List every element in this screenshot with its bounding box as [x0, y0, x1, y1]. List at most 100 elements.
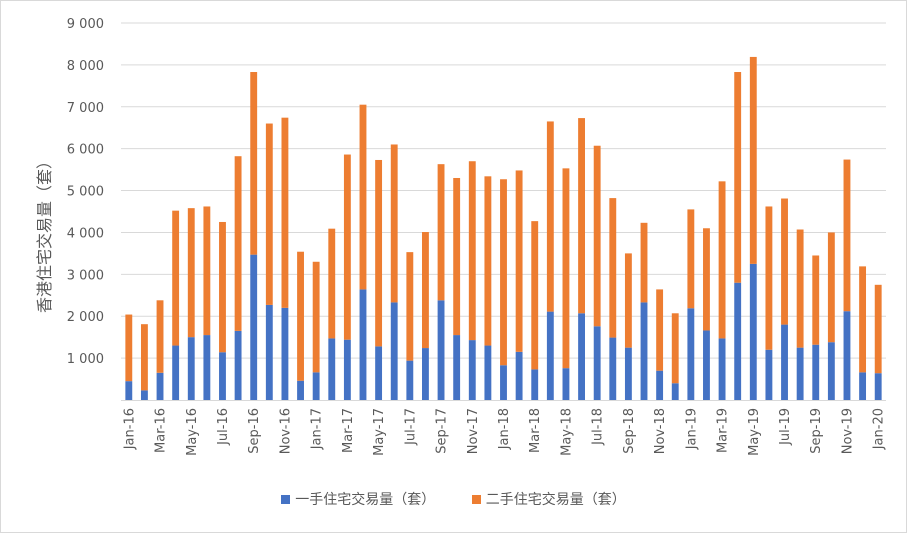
bar-first-hand — [406, 360, 414, 400]
bar-second-hand — [140, 324, 148, 391]
bar-second-hand — [234, 156, 242, 331]
bar-second-hand — [422, 232, 429, 349]
x-tick-label: Mar-16 — [154, 408, 169, 453]
bar-first-hand — [468, 340, 476, 400]
x-tick-label: May-19 — [747, 408, 762, 456]
bar-second-hand — [734, 72, 742, 283]
x-tick-label: Sep-19 — [809, 408, 824, 454]
bar-first-hand — [796, 347, 804, 400]
legend-swatch-second-hand — [471, 494, 481, 504]
x-tick-label: May-16 — [185, 408, 200, 456]
x-tick-label: Jul-17 — [403, 408, 418, 446]
x-tick-label: Sep-18 — [622, 408, 637, 454]
bar-second-hand — [624, 253, 632, 348]
legend: 一手住宅交易量（套） 二手住宅交易量（套） — [0, 489, 907, 509]
bar-first-hand — [859, 372, 867, 400]
x-tick-label: Jan-20 — [872, 408, 887, 450]
bar-first-hand — [484, 345, 492, 400]
bar-second-hand — [359, 104, 367, 290]
bar-second-hand — [250, 72, 258, 255]
y-tick-label: 8 000 — [67, 59, 104, 74]
x-tick-label: Nov-18 — [653, 408, 668, 454]
bar-second-hand — [765, 206, 773, 350]
bar-second-hand — [297, 251, 304, 381]
bar-first-hand — [187, 337, 195, 400]
x-tick-label: Sep-16 — [247, 408, 262, 454]
bar-second-hand — [328, 228, 336, 339]
gridlines — [121, 22, 886, 359]
bar-second-hand — [812, 255, 820, 345]
x-tick-label: Jul-16 — [216, 408, 231, 446]
bar-first-hand — [328, 338, 336, 400]
x-tick-label: May-18 — [559, 408, 574, 456]
bar-first-hand — [390, 302, 398, 400]
bar-second-hand — [390, 144, 398, 303]
bar-second-hand — [781, 198, 788, 325]
bar-first-hand — [562, 368, 570, 400]
x-tick-label: Nov-17 — [466, 408, 481, 454]
bar-second-hand — [562, 168, 570, 369]
bar-first-hand — [734, 282, 742, 400]
bar-second-hand — [531, 221, 539, 370]
bar-second-hand — [578, 118, 585, 314]
x-tick-label: Nov-19 — [840, 408, 855, 454]
bar-first-hand — [703, 330, 710, 400]
bar-first-hand — [234, 330, 242, 400]
bar-first-hand — [874, 373, 882, 400]
y-tick-label: 1 000 — [67, 352, 104, 367]
bar-first-hand — [671, 383, 679, 400]
bar-first-hand — [718, 338, 726, 400]
y-axis-ticks: 1 000 2 000 3 000 4 000 5 000 6 000 7 000 8 000… — [67, 17, 104, 367]
bar-first-hand — [812, 344, 820, 400]
bar-second-hand — [172, 210, 180, 346]
bar-first-hand — [203, 335, 211, 400]
bar-first-hand — [593, 326, 601, 400]
x-tick-label: Mar-19 — [716, 408, 731, 453]
bar-second-hand — [703, 228, 710, 331]
bars — [125, 56, 882, 400]
bar-second-hand — [453, 177, 461, 336]
bar-first-hand — [578, 313, 585, 400]
x-tick-label: Jul-19 — [778, 408, 793, 446]
bar-first-hand — [624, 347, 632, 400]
bar-second-hand — [749, 56, 757, 264]
bar-second-hand — [203, 206, 211, 336]
bar-first-hand — [765, 349, 773, 400]
y-tick-label: 4 000 — [67, 226, 104, 241]
bar-first-hand — [546, 311, 554, 400]
bar-second-hand — [687, 209, 695, 309]
bar-second-hand — [859, 266, 867, 373]
bar-first-hand — [500, 365, 507, 400]
bar-first-hand — [312, 372, 320, 400]
x-tick-label: Sep-17 — [435, 408, 450, 454]
bar-second-hand — [484, 176, 492, 346]
bar-second-hand — [796, 229, 804, 348]
x-tick-label: Jan-17 — [310, 408, 325, 450]
bar-first-hand — [219, 352, 226, 400]
bar-second-hand — [125, 314, 133, 382]
bar-second-hand — [671, 313, 679, 384]
bar-second-hand — [343, 154, 351, 340]
x-tick-label: Mar-17 — [341, 408, 356, 453]
bar-second-hand — [265, 123, 273, 305]
bar-second-hand — [406, 252, 414, 361]
bar-first-hand — [250, 254, 258, 400]
bar-first-hand — [437, 300, 445, 400]
bar-first-hand — [125, 381, 133, 400]
bar-first-hand — [843, 311, 851, 400]
bar-first-hand — [172, 345, 180, 400]
bar-second-hand — [827, 232, 835, 343]
legend-swatch-first-hand — [281, 494, 291, 504]
x-tick-label: May-17 — [372, 408, 387, 456]
legend-item-first-hand: 一手住宅交易量（套） — [281, 489, 435, 509]
bar-second-hand — [156, 300, 164, 373]
bar-first-hand — [687, 308, 695, 400]
bar-second-hand — [437, 164, 445, 301]
bar-second-hand — [593, 145, 601, 327]
bar-first-hand — [375, 346, 383, 400]
bar-first-hand — [343, 339, 351, 400]
y-tick-label: 6 000 — [67, 143, 104, 158]
bar-second-hand — [187, 208, 195, 338]
bar-first-hand — [656, 370, 664, 400]
bar-first-hand — [140, 390, 148, 400]
